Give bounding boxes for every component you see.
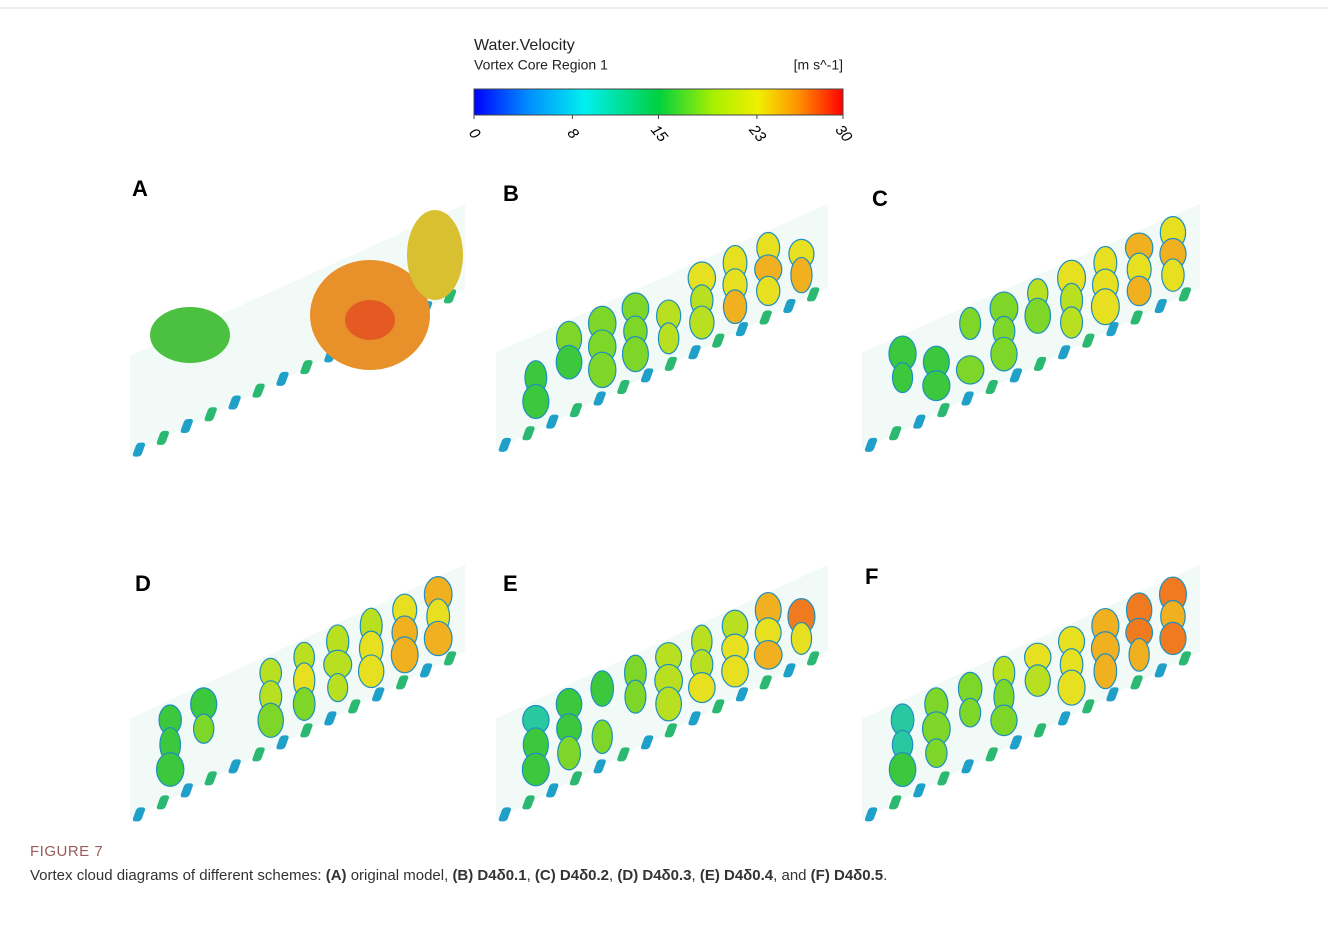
vortex-blob <box>723 290 746 324</box>
vortex-blob <box>926 739 947 768</box>
vortex-blob <box>1129 639 1149 672</box>
vortex-blob <box>690 306 714 339</box>
vortex-blob <box>522 753 549 786</box>
vortex-blob <box>150 307 230 363</box>
caption-run: (E) D4δ0.4 <box>700 867 773 884</box>
vortex-blob <box>889 753 915 787</box>
colorbar-tick-label: 8 <box>564 125 583 143</box>
vortex-blob <box>1025 665 1050 696</box>
caption-run: , <box>527 867 535 884</box>
panel-image <box>496 204 828 452</box>
vortex-blob <box>558 736 581 769</box>
vortex-blob <box>328 674 348 702</box>
panel-label: E <box>503 571 518 596</box>
panel-image <box>130 565 465 822</box>
vortex-blob <box>523 384 549 418</box>
vortex-blob <box>754 641 782 669</box>
vortex-blob <box>791 257 812 292</box>
vortex-blob <box>757 276 780 305</box>
caption-run: (C) D4δ0.2 <box>535 867 609 884</box>
caption-text: Vortex cloud diagrams of different schem… <box>30 867 887 884</box>
vortex-blob <box>591 671 613 706</box>
vortex-blob <box>1162 259 1184 291</box>
panel-label: D <box>135 571 151 596</box>
vortex-blob <box>658 323 678 354</box>
colorbar-unit: [m s^-1] <box>794 57 843 73</box>
vortex-blob <box>960 307 981 339</box>
vortex-blob <box>359 655 384 688</box>
colorbar-subtitle: Vortex Core Region 1 <box>474 57 608 73</box>
vortex-blob <box>345 300 395 340</box>
vortex-blob <box>722 656 749 687</box>
vortex-blob <box>923 371 950 401</box>
vortex-blob <box>592 720 612 754</box>
panel-label: A <box>132 176 148 201</box>
caption-run: (B) D4δ0.1 <box>452 867 526 884</box>
panel-label: F <box>865 564 878 589</box>
caption-run: (A) <box>326 867 347 884</box>
colorbar-tick-label: 0 <box>465 125 484 143</box>
vortex-blob <box>1058 670 1085 705</box>
page: Water.Velocity Vortex Core Region 1 [m s… <box>0 0 1328 940</box>
panel-image <box>862 204 1200 452</box>
vortex-blob <box>1025 298 1051 333</box>
vortex-blob <box>194 714 214 743</box>
colorbar-tick-label: 15 <box>647 122 671 146</box>
caption-run: Vortex cloud diagrams of different schem… <box>30 867 326 884</box>
vortex-blob <box>424 621 452 655</box>
caption-run: , <box>692 867 700 884</box>
vortex-blob <box>589 352 616 387</box>
colorbar-tick-label: 23 <box>745 121 770 146</box>
vortex-blob <box>391 637 418 673</box>
panel-label: B <box>503 181 519 206</box>
vortex-blob <box>556 345 582 379</box>
vortex-blob <box>1160 622 1186 654</box>
vortex-blob <box>623 337 649 372</box>
vortex-blob <box>1094 654 1117 689</box>
caption-run: (F) D4δ0.5 <box>811 867 883 884</box>
panel-image <box>130 204 465 456</box>
vortex-blob <box>791 623 811 655</box>
caption-label: FIGURE 7 <box>30 843 103 860</box>
vortex-blob <box>258 703 283 737</box>
vortex-blob <box>293 688 315 721</box>
vortex-blob <box>960 698 981 727</box>
figure: Water.Velocity Vortex Core Region 1 [m s… <box>0 0 1328 830</box>
colorbar <box>474 89 843 115</box>
caption-run: , and <box>773 867 811 884</box>
vortex-blob <box>157 753 184 786</box>
vortex-blob <box>407 210 463 300</box>
vortex-blob <box>991 705 1017 736</box>
vortex-blob <box>1061 307 1083 338</box>
vortex-blob <box>656 687 682 721</box>
colorbar-tick-label: 30 <box>832 122 856 146</box>
vortex-blob <box>1127 276 1151 305</box>
vortex-blob <box>625 680 646 713</box>
caption-run: (D) D4δ0.3 <box>617 867 691 884</box>
vortex-blob <box>1091 289 1119 325</box>
panel-label: C <box>872 186 888 211</box>
caption-run: original model, <box>347 867 453 884</box>
vortex-blob <box>893 363 913 393</box>
vortex-blob <box>991 337 1017 371</box>
caption-run: . <box>883 867 887 884</box>
panel-image <box>496 565 828 822</box>
vortex-blob <box>956 356 983 384</box>
panel-image <box>862 565 1200 822</box>
vortex-blob <box>689 673 716 703</box>
colorbar-title: Water.Velocity <box>474 37 575 54</box>
